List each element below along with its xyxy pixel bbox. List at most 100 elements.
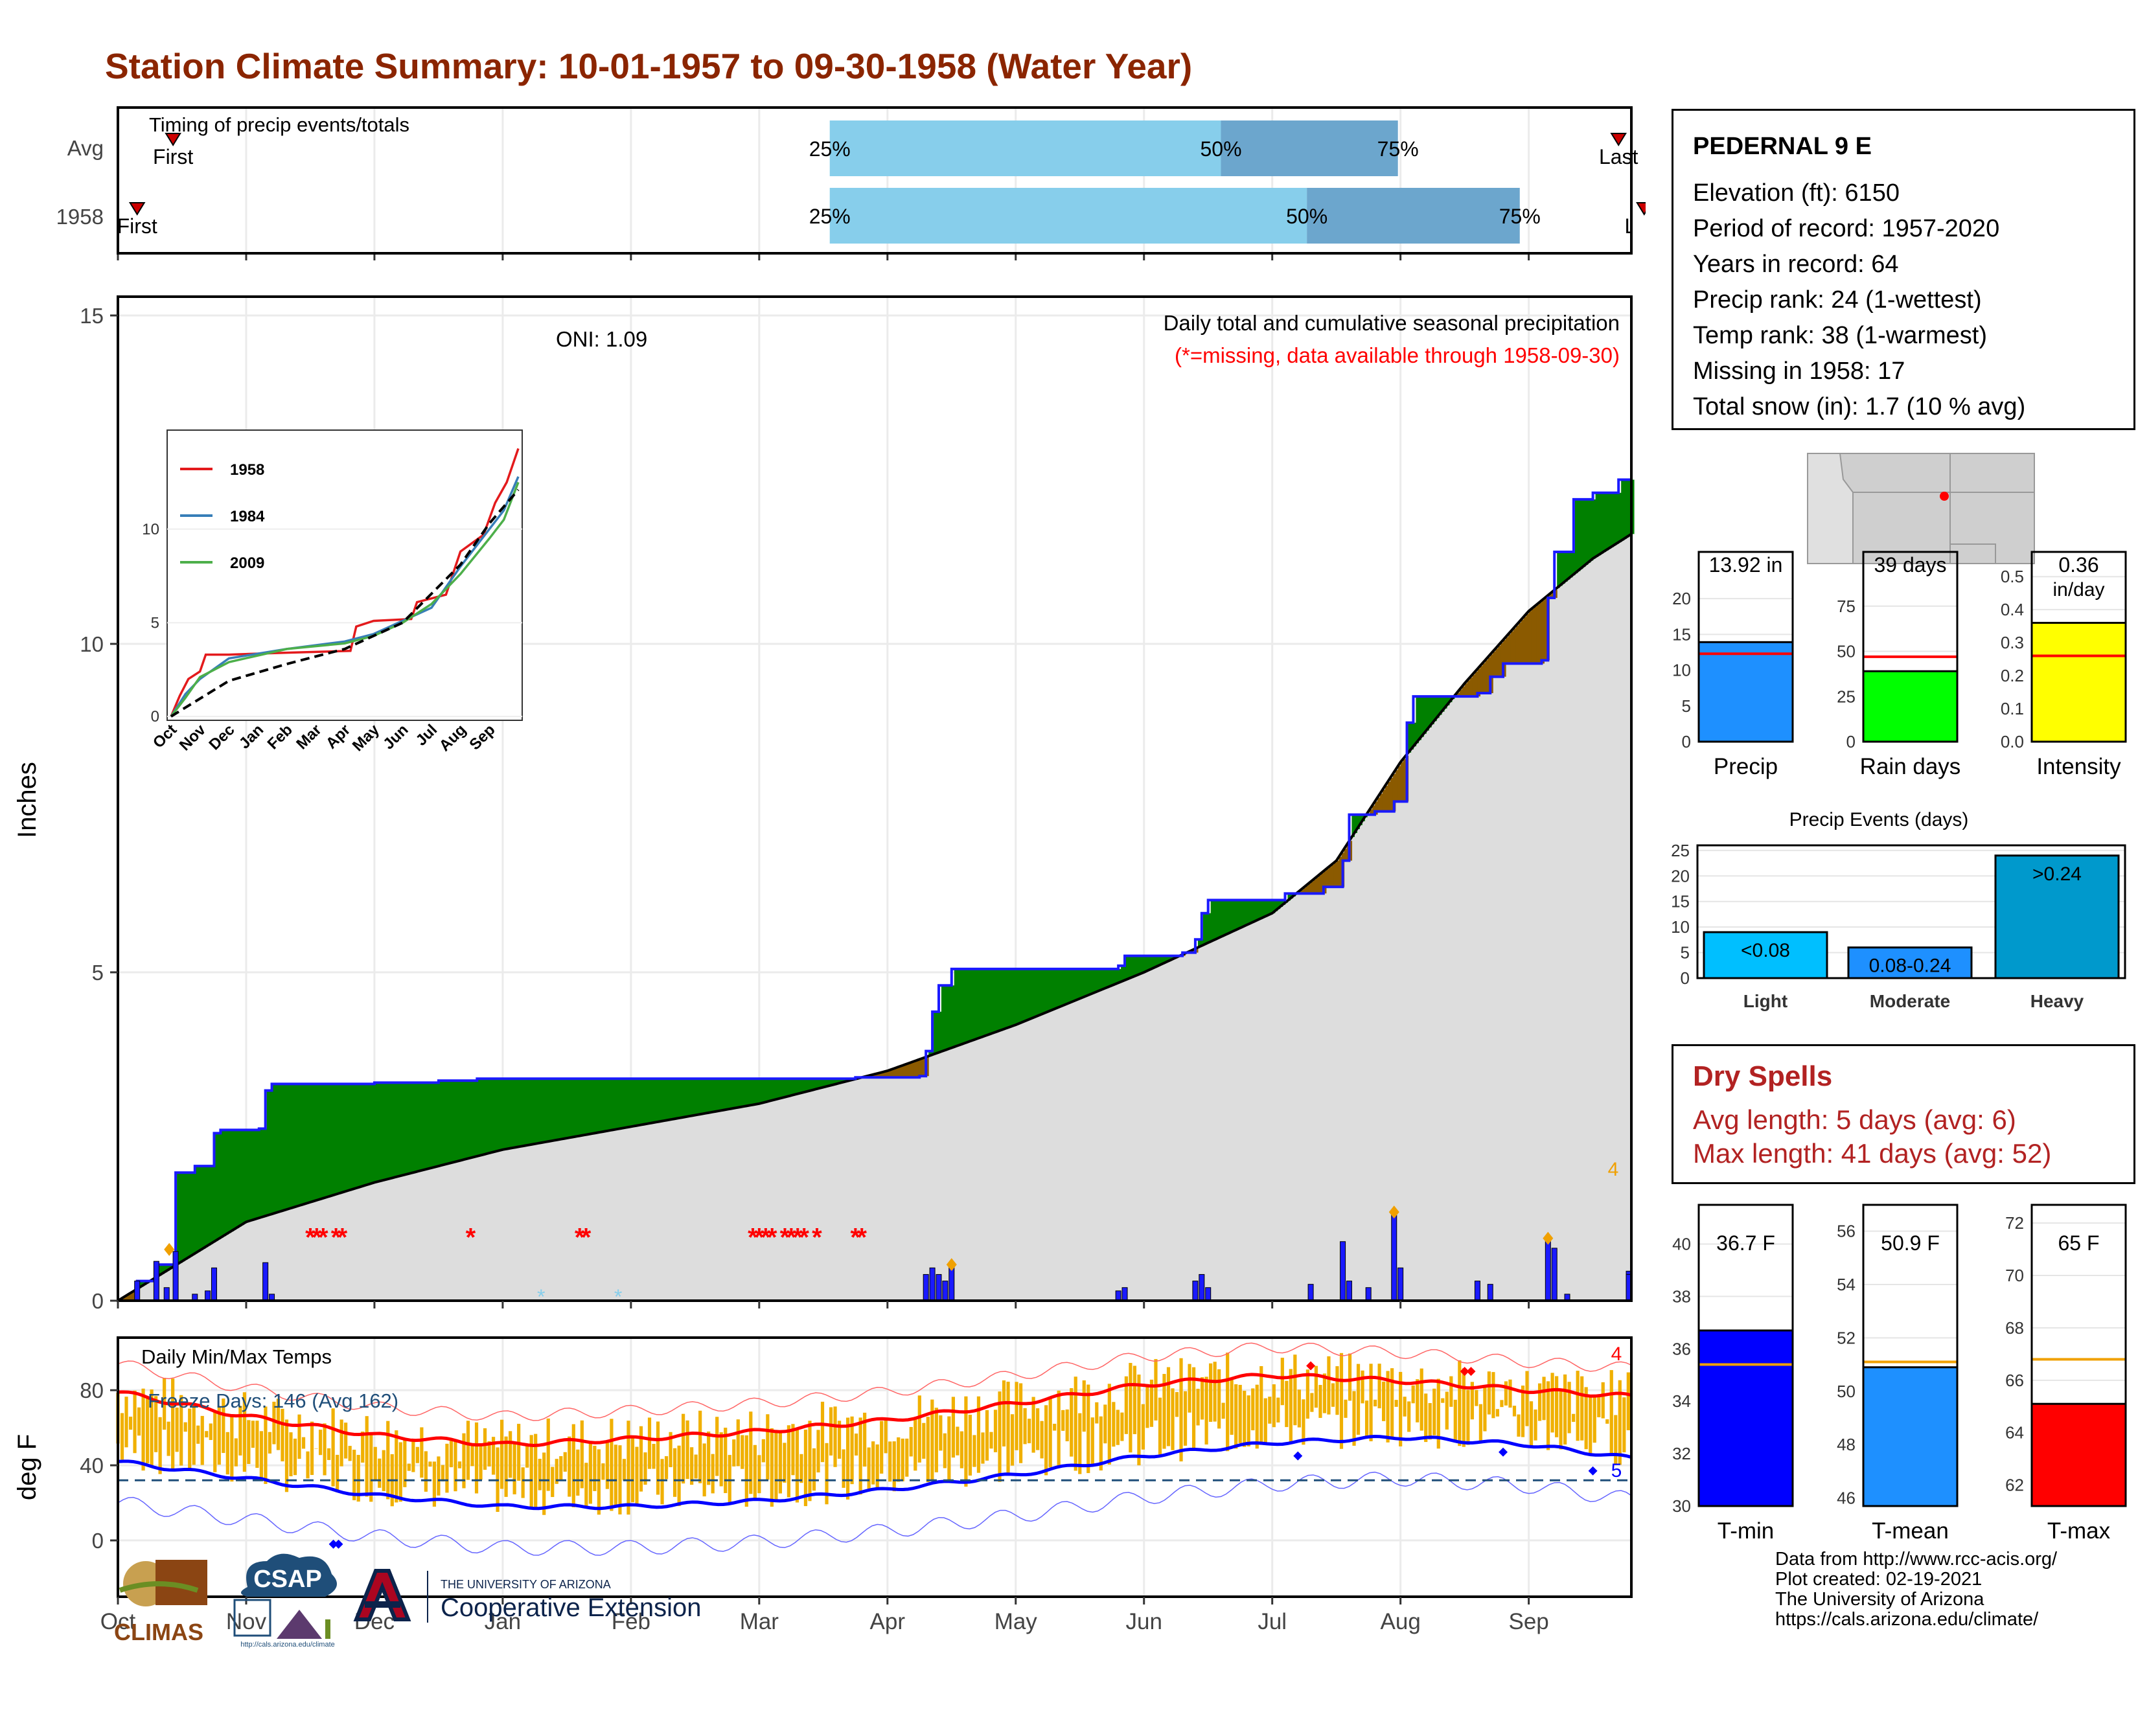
above-avg-strip (474, 1080, 477, 1157)
above-avg-strip (466, 1080, 470, 1159)
dry-spells-title: Dry Spells (1693, 1060, 1832, 1093)
above-avg-strip (962, 969, 965, 1044)
above-avg-strip (641, 1079, 645, 1125)
temp-summary-y-tick: 72 (2005, 1213, 2024, 1233)
daily-temp-bar (1226, 1353, 1229, 1451)
daily-temp-bar (133, 1391, 136, 1454)
daily-temp-bar (686, 1421, 689, 1479)
daily-temp-bar (1483, 1386, 1486, 1431)
daily-temp-bar (1095, 1402, 1098, 1424)
freeze-days-label: Freeze Days: 146 (Avg 162) (148, 1389, 398, 1412)
above-avg-strip (1603, 493, 1606, 552)
above-avg-strip (343, 1084, 347, 1192)
daily-temp-bar (1327, 1356, 1330, 1415)
daily-temp-bar (1559, 1389, 1563, 1450)
above-avg-strip (1044, 969, 1047, 1013)
daily-temp-bar (1500, 1400, 1503, 1407)
daily-temp-bar (985, 1410, 989, 1461)
below-avg-strip (898, 1067, 901, 1077)
above-avg-strip (726, 1079, 729, 1110)
above-avg-strip (185, 1172, 188, 1259)
daily-temp-bar (302, 1437, 305, 1449)
above-avg-strip (957, 969, 960, 1046)
above-avg-strip (393, 1082, 396, 1178)
daily-temp-bar (268, 1432, 271, 1454)
above-avg-strip (526, 1079, 529, 1145)
above-avg-strip (592, 1079, 595, 1134)
daily-temp-bar (1074, 1376, 1077, 1470)
daily-temp-bar (1361, 1371, 1364, 1404)
ua-cooperative-extension-logo: THE UNIVERSITY OF ARIZONA Cooperative Ex… (353, 1568, 716, 1632)
below-avg-strip (1480, 666, 1483, 693)
daily-temp-bar (201, 1416, 204, 1465)
events-y-tick: 20 (1671, 866, 1690, 885)
daily-temp-bar (796, 1428, 799, 1502)
daily-temp-bar (893, 1441, 896, 1491)
daily-temp-bar (1070, 1388, 1073, 1457)
above-avg-strip (1062, 969, 1065, 1006)
daily-temp-bar (1184, 1391, 1187, 1446)
precip-y-tick: 15 (80, 304, 104, 328)
temp-summary-y-tick: 48 (1837, 1435, 1856, 1454)
above-avg-strip (428, 1082, 431, 1169)
daily-temp-bar (1416, 1379, 1419, 1422)
above-avg-strip (780, 1079, 783, 1098)
above-avg-strip (977, 969, 980, 1038)
above-avg-strip (182, 1172, 185, 1261)
dry-spells-avg: Avg length: 5 days (avg: 6) (1693, 1104, 2016, 1136)
daily-temp-bar (238, 1406, 242, 1456)
daily-temp-bar (437, 1456, 440, 1495)
daily-temp-bar (1053, 1424, 1056, 1431)
below-avg-strip (1470, 678, 1473, 696)
temp-summary-y-tick: 54 (1837, 1275, 1856, 1294)
above-avg-strip (1226, 900, 1229, 934)
above-avg-strip (1108, 969, 1111, 987)
daily-temp-bar (1259, 1366, 1263, 1445)
above-avg-strip (310, 1084, 314, 1202)
daily-temp-bar (1276, 1398, 1280, 1422)
daily-temp-bar (812, 1448, 816, 1490)
above-avg-strip (544, 1079, 547, 1142)
above-avg-strip (1003, 969, 1006, 1029)
daily-temp-bar (1154, 1359, 1157, 1421)
daily-temp-bar (255, 1421, 259, 1468)
daily-temp-bar (1513, 1406, 1516, 1416)
daily-temp-bar (1627, 1373, 1630, 1430)
daily-precip-bar (1366, 1288, 1371, 1301)
above-avg-strip (549, 1079, 552, 1141)
above-avg-strip (615, 1079, 619, 1129)
above-avg-strip (1624, 480, 1627, 540)
above-avg-strip (1018, 969, 1022, 1024)
temp-summary-y-tick: 62 (2005, 1476, 2024, 1495)
below-avg-strip (1511, 632, 1514, 664)
daily-temp-bar (454, 1440, 457, 1492)
daily-temp-bar (1555, 1376, 1558, 1437)
above-avg-strip (1416, 696, 1419, 743)
above-avg-strip (1585, 499, 1589, 565)
daily-temp-bar (1083, 1380, 1086, 1432)
above-avg-strip (187, 1172, 190, 1258)
daily-temp-bar (631, 1437, 634, 1502)
above-avg-strip (364, 1084, 367, 1185)
below-avg-strip (1544, 599, 1547, 661)
below-avg-strip (1541, 600, 1545, 663)
inset-frame (167, 430, 522, 720)
temp-summary-value-label: 36.7 F (1716, 1231, 1775, 1255)
below-avg-strip (921, 1059, 924, 1077)
below-avg-strip (1473, 674, 1476, 696)
summary-y-tick: 0.5 (2001, 567, 2024, 586)
above-avg-strip (1423, 696, 1427, 734)
above-avg-strip (385, 1082, 388, 1180)
daily-temp-bar (1424, 1393, 1427, 1442)
daily-temp-bar (1318, 1385, 1322, 1418)
daily-temp-bar (340, 1419, 343, 1466)
daily-precip-bar (1475, 1281, 1480, 1301)
above-avg-strip (767, 1079, 770, 1101)
above-avg-strip (290, 1084, 293, 1208)
above-avg-strip (516, 1079, 519, 1147)
daily-precip-bar (1116, 1291, 1121, 1301)
above-avg-strip (728, 1079, 731, 1109)
timing-row-year-label: 1958 (56, 205, 104, 229)
daily-temp-bar (766, 1414, 769, 1479)
